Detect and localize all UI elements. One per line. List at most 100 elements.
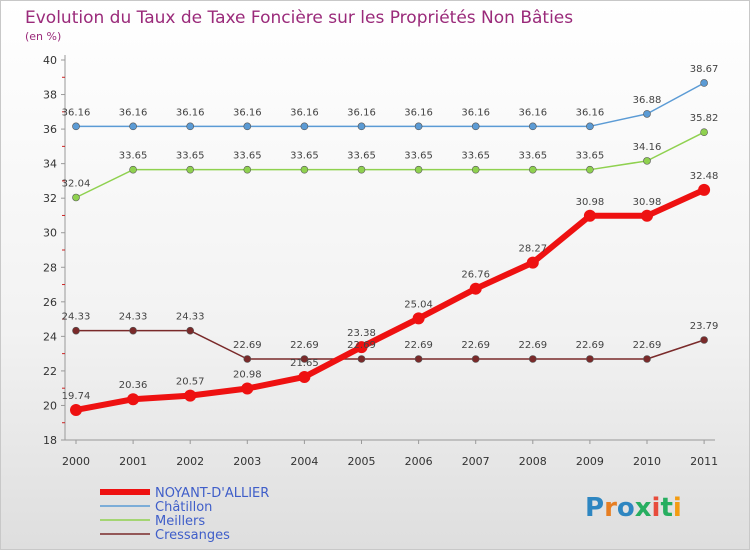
x-tick-label: 2007 bbox=[462, 455, 490, 468]
data-label-noyant-d-allier: 28.27 bbox=[518, 244, 547, 255]
data-label-meillers: 35.82 bbox=[690, 113, 719, 124]
y-tick-label: 36 bbox=[43, 123, 57, 136]
logo-letter: t bbox=[660, 493, 672, 523]
data-label-noyant-d-allier: 20.57 bbox=[176, 377, 205, 388]
data-label-noyant-d-allier: 30.98 bbox=[633, 197, 662, 208]
data-label-ch-tillon: 36.88 bbox=[633, 95, 662, 106]
data-point-cressanges bbox=[243, 355, 252, 363]
data-label-noyant-d-allier: 30.98 bbox=[576, 197, 605, 208]
data-label-meillers: 33.65 bbox=[518, 151, 547, 162]
chart-subtitle: (en %) bbox=[25, 30, 61, 43]
legend-label: Cressanges bbox=[155, 528, 230, 543]
data-point-ch-tillon bbox=[186, 122, 194, 131]
data-point-cressanges bbox=[700, 336, 708, 344]
data-point-cressanges bbox=[643, 355, 651, 363]
data-label-ch-tillon: 36.16 bbox=[461, 107, 490, 118]
y-tick-label: 22 bbox=[43, 365, 57, 378]
x-tick-label: 2006 bbox=[405, 455, 433, 468]
data-point-ch-tillon bbox=[471, 122, 480, 131]
data-label-meillers: 33.65 bbox=[290, 151, 319, 162]
x-tick-label: 2010 bbox=[633, 455, 661, 468]
data-point-ch-tillon bbox=[243, 122, 252, 131]
data-label-noyant-d-allier: 25.04 bbox=[404, 299, 433, 310]
data-point-cressanges bbox=[300, 355, 309, 363]
data-label-cressanges: 22.69 bbox=[347, 340, 376, 351]
data-label-cressanges: 24.33 bbox=[62, 312, 91, 323]
data-point-noyant-d-allier bbox=[298, 370, 311, 383]
y-tick-label: 32 bbox=[43, 192, 57, 205]
data-point-noyant-d-allier bbox=[127, 393, 140, 406]
data-point-ch-tillon bbox=[300, 122, 309, 131]
data-label-cressanges: 22.69 bbox=[633, 340, 662, 351]
legend-label: Châtillon bbox=[155, 500, 212, 515]
y-tick-label: 34 bbox=[43, 158, 57, 171]
data-label-ch-tillon: 36.16 bbox=[576, 107, 605, 118]
data-point-noyant-d-allier bbox=[526, 256, 539, 269]
value-labels: 36.16 36.16 36.16 36.16 36.16 36.16 36.16 36.16… bbox=[62, 64, 719, 402]
data-point-noyant-d-allier bbox=[469, 282, 482, 295]
logo-letter: i bbox=[673, 493, 682, 523]
data-point-cressanges bbox=[72, 326, 80, 335]
chart-title: Evolution du Taux de Taxe Foncière sur l… bbox=[25, 8, 573, 28]
proxiti-logo: Proxiti bbox=[585, 493, 682, 523]
axes: 18 20 22 24 26 28 30 32 34 36 38 40 2000 2001 2002 2003… bbox=[43, 54, 718, 468]
data-label-ch-tillon: 36.16 bbox=[347, 107, 376, 118]
data-point-meillers bbox=[129, 165, 137, 174]
y-tick-label: 38 bbox=[43, 89, 57, 102]
y-tick-label: 20 bbox=[43, 399, 57, 412]
y-tick-label: 40 bbox=[43, 54, 57, 67]
data-label-meillers: 34.16 bbox=[633, 142, 662, 153]
data-label-ch-tillon: 38.67 bbox=[690, 64, 719, 75]
data-point-meillers bbox=[586, 165, 594, 174]
data-label-meillers: 33.65 bbox=[461, 151, 490, 162]
data-label-cressanges: 24.33 bbox=[176, 312, 205, 323]
data-point-cressanges bbox=[414, 355, 423, 363]
data-label-meillers: 33.65 bbox=[233, 151, 262, 162]
data-label-ch-tillon: 36.16 bbox=[62, 107, 91, 118]
data-label-noyant-d-allier: 21.65 bbox=[290, 358, 319, 369]
data-label-cressanges: 22.69 bbox=[404, 340, 433, 351]
data-point-noyant-d-allier bbox=[641, 209, 653, 222]
data-point-ch-tillon bbox=[414, 122, 423, 131]
logo-text: Proxiti bbox=[585, 493, 682, 523]
data-point-ch-tillon bbox=[586, 122, 594, 131]
data-label-cressanges: 22.69 bbox=[461, 340, 490, 351]
data-label-noyant-d-allier: 19.74 bbox=[62, 391, 91, 402]
data-point-cressanges bbox=[471, 355, 480, 363]
y-tick-label: 28 bbox=[43, 261, 57, 274]
legend-label: NOYANT-D'ALLIER bbox=[155, 486, 269, 501]
data-point-cressanges bbox=[586, 355, 594, 363]
logo-letter: i bbox=[652, 493, 661, 523]
series-line-noyant-d-allier bbox=[73, 186, 708, 413]
data-point-ch-tillon bbox=[72, 122, 80, 131]
y-tick-label: 30 bbox=[43, 227, 57, 240]
data-point-noyant-d-allier bbox=[583, 209, 596, 222]
data-point-ch-tillon bbox=[643, 110, 651, 118]
data-point-noyant-d-allier bbox=[412, 312, 425, 325]
data-label-ch-tillon: 36.16 bbox=[233, 107, 262, 118]
data-point-noyant-d-allier bbox=[241, 382, 254, 395]
x-tick-label: 2005 bbox=[348, 455, 376, 468]
y-tick-label: 26 bbox=[43, 296, 57, 309]
logo-letter: x bbox=[635, 493, 652, 523]
data-label-meillers: 32.04 bbox=[62, 178, 91, 189]
data-label-noyant-d-allier: 26.76 bbox=[461, 270, 490, 281]
data-label-noyant-d-allier: 32.48 bbox=[690, 171, 719, 182]
data-label-noyant-d-allier: 20.36 bbox=[119, 380, 148, 391]
data-point-meillers bbox=[643, 157, 651, 165]
data-point-meillers bbox=[243, 165, 252, 174]
data-point-noyant-d-allier bbox=[698, 183, 711, 196]
data-label-cressanges: 22.69 bbox=[576, 340, 605, 351]
data-label-meillers: 33.65 bbox=[176, 151, 205, 162]
y-tick-label: 24 bbox=[43, 330, 57, 343]
x-tick-label: 2001 bbox=[119, 455, 147, 468]
x-tick-label: 2003 bbox=[233, 455, 261, 468]
series-line-cressanges bbox=[75, 329, 705, 360]
data-label-ch-tillon: 36.16 bbox=[404, 107, 433, 118]
data-point-ch-tillon bbox=[700, 79, 708, 87]
data-point-meillers bbox=[414, 165, 423, 174]
data-point-ch-tillon bbox=[528, 122, 537, 131]
legend: NOYANT-D'ALLIERChâtillonMeillersCressang… bbox=[100, 486, 269, 543]
